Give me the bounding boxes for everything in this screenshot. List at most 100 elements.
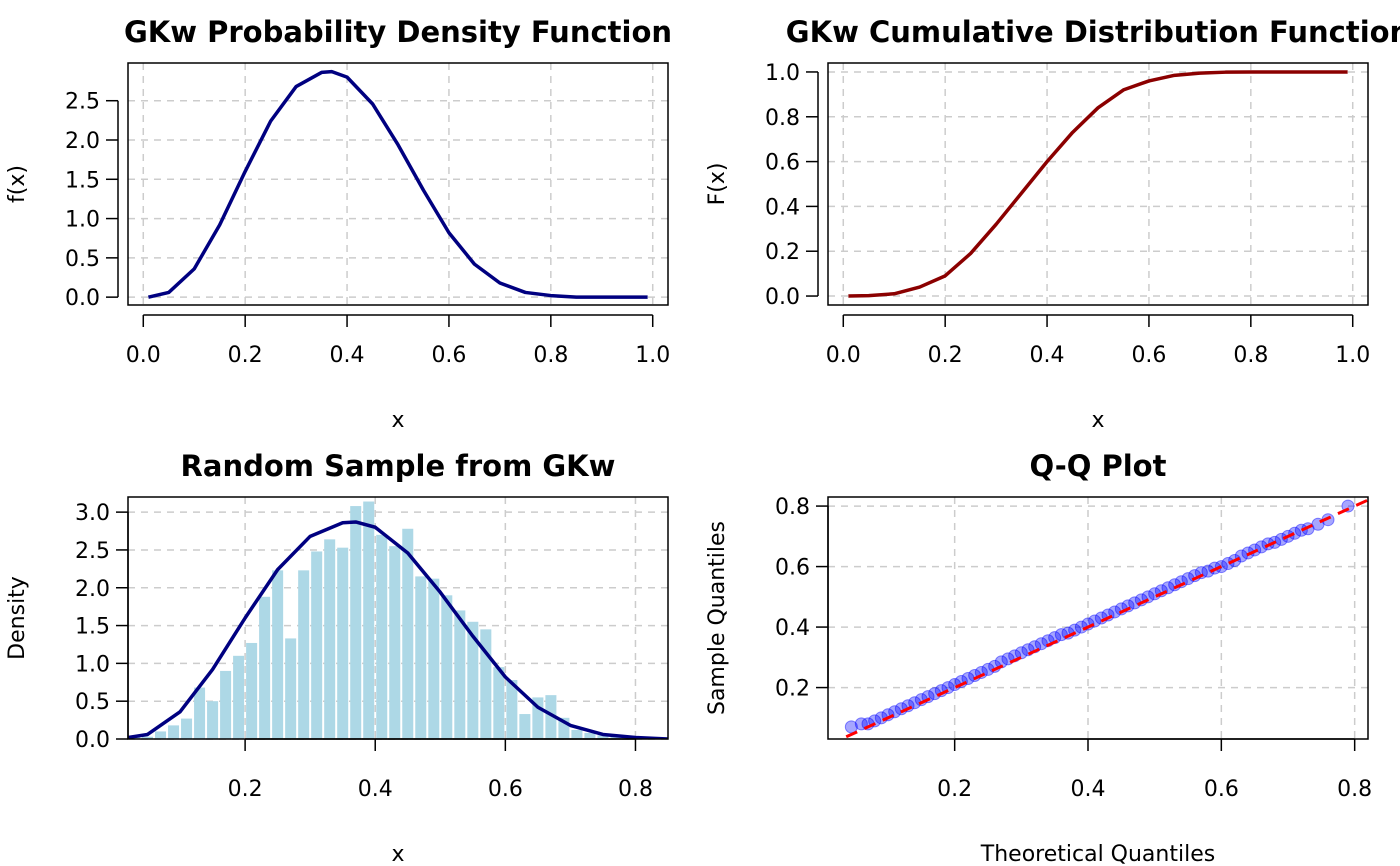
x-tick-label: 0.2 <box>228 343 263 368</box>
y-tick-label: 0.8 <box>765 106 800 131</box>
qq-point <box>1054 628 1068 642</box>
histogram-bar <box>454 610 466 739</box>
histogram-bar <box>441 595 453 739</box>
y-tick-label: 1.0 <box>75 652 110 677</box>
plot-area <box>848 70 1348 298</box>
histogram-bar <box>519 714 531 739</box>
histogram-bar <box>272 570 284 739</box>
histogram-bar <box>311 551 323 739</box>
y-tick-label: 2.5 <box>75 539 110 564</box>
plot-area <box>128 501 668 739</box>
histogram-bar <box>610 736 622 739</box>
x-tick-label: 0.0 <box>126 343 161 368</box>
x-tick-label: 0.8 <box>1233 343 1268 368</box>
histogram-bar <box>493 667 505 739</box>
histogram-bar <box>337 547 349 739</box>
y-axis-label: Sample Quantiles <box>705 521 730 715</box>
x-tick-label: 0.2 <box>937 777 972 802</box>
x-tick-label: 0.6 <box>431 343 466 368</box>
chart-title: GKw Probability Density Function <box>124 15 672 49</box>
histogram-bar <box>181 718 193 739</box>
y-axis-label: Density <box>5 576 30 660</box>
plot-area <box>147 69 648 299</box>
histogram-panel: Random Sample from GKw 0.2 0.4 0.6 0.8 0.0 0.5… <box>5 449 669 866</box>
histogram-bar <box>285 638 297 739</box>
x-tick-label: 0.6 <box>1204 777 1239 802</box>
plot-frame <box>827 62 1369 306</box>
x-tick-label: 0.2 <box>228 777 263 802</box>
x-tick-label: 0.8 <box>618 777 653 802</box>
x-axis-label: x <box>391 842 404 866</box>
histogram-bar <box>194 687 206 739</box>
chart-title: GKw Cumulative Distribution Function <box>786 15 1400 49</box>
y-tick-label: 0.0 <box>75 728 110 753</box>
y-tick-label: 2.0 <box>65 129 100 154</box>
histogram-bar <box>246 642 258 739</box>
y-tick-label: 0.0 <box>65 286 100 311</box>
y-axis-label: f(x) <box>5 165 30 203</box>
x-tick-label: 0.4 <box>358 777 393 802</box>
histogram-bar <box>298 570 310 739</box>
x-tick-label: 0.2 <box>928 343 963 368</box>
y-tick-label: 2.5 <box>65 90 100 115</box>
histogram-bar <box>324 539 336 739</box>
y-tick-label: 0.2 <box>775 677 810 702</box>
x-tick-label: 0.4 <box>1071 777 1106 802</box>
histogram-bar <box>402 528 414 739</box>
x-axis-label: Theoretical Quantiles <box>980 842 1215 866</box>
histogram-bar <box>350 506 362 739</box>
histogram-bar <box>467 621 479 739</box>
histogram-bar <box>571 729 583 739</box>
histogram-bar <box>220 670 232 739</box>
x-tick-label: 0.8 <box>1337 777 1372 802</box>
x-tick-label: 0.0 <box>826 343 861 368</box>
qq-point <box>854 717 868 731</box>
x-axis-label: x <box>391 408 404 433</box>
x-tick-label: 0.4 <box>330 343 365 368</box>
y-tick-label: 0.0 <box>765 285 800 310</box>
y-tick-label: 1.5 <box>65 168 100 193</box>
plot-area <box>837 498 1368 739</box>
y-tick-label: 0.5 <box>65 247 100 272</box>
pdf-panel: GKw Probability Density Function 0.0 0.2 0.… <box>5 15 672 433</box>
histogram-bar <box>558 717 570 739</box>
y-tick-label: 0.6 <box>775 556 810 581</box>
histogram-bar <box>584 732 596 739</box>
y-tick-label: 0.4 <box>775 616 810 641</box>
histogram-bar <box>415 576 427 739</box>
histogram-bar <box>376 534 388 739</box>
histogram-bar <box>142 736 154 739</box>
histogram-bar <box>155 731 167 739</box>
histogram-bar <box>363 501 375 739</box>
x-tick-label: 0.6 <box>488 777 523 802</box>
series-line <box>147 69 648 299</box>
histogram-bar <box>259 596 271 739</box>
y-tick-label: 0.5 <box>75 690 110 715</box>
histogram-bar <box>428 578 440 739</box>
histogram-bar <box>168 725 180 739</box>
y-tick-label: 3.0 <box>75 501 110 526</box>
qq-point <box>1034 637 1048 651</box>
histogram-bar <box>532 697 544 739</box>
y-tick-label: 1.0 <box>65 208 100 233</box>
x-tick-label: 1.0 <box>1335 343 1370 368</box>
histogram-bar <box>233 655 245 739</box>
histogram-bar <box>597 735 609 739</box>
y-tick-label: 0.6 <box>765 151 800 176</box>
x-tick-label: 0.6 <box>1131 343 1166 368</box>
chart-title: Random Sample from GKw <box>181 449 616 483</box>
histogram-bar <box>480 629 492 739</box>
histogram-bar <box>207 701 219 739</box>
cdf-panel: GKw Cumulative Distribution Function 0.0 0… <box>705 15 1400 433</box>
plot-frame <box>127 62 669 306</box>
y-tick-label: 1.0 <box>765 61 800 86</box>
x-axis-label: x <box>1091 408 1104 433</box>
y-tick-label: 2.0 <box>75 577 110 602</box>
density-curve <box>128 520 668 739</box>
y-tick-label: 1.5 <box>75 615 110 640</box>
y-axis-label: F(x) <box>705 163 730 206</box>
x-tick-label: 0.4 <box>1030 343 1065 368</box>
x-tick-label: 0.8 <box>533 343 568 368</box>
y-tick-label: 0.2 <box>765 240 800 265</box>
